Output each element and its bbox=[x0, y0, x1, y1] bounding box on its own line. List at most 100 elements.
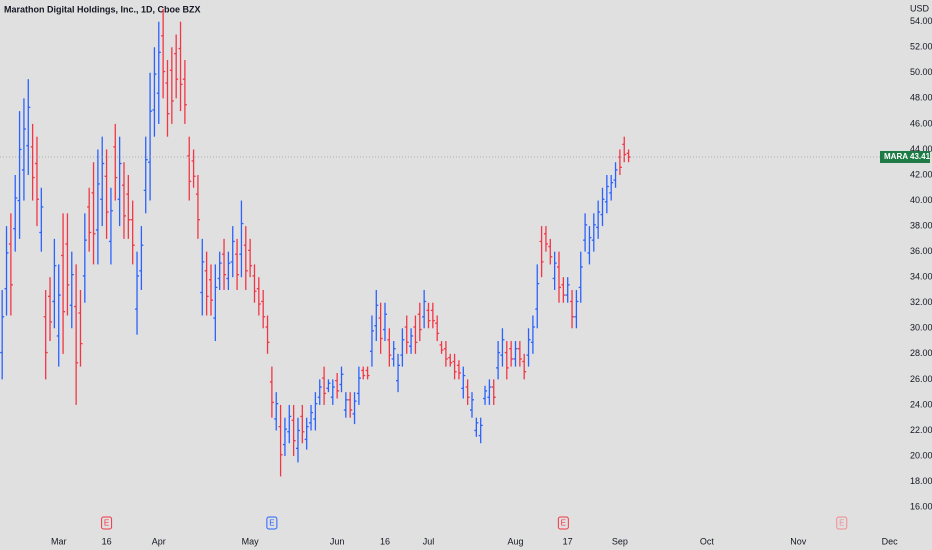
ohlc-bar bbox=[326, 379, 331, 393]
ohlc-bar bbox=[309, 404, 314, 431]
earnings-marker bbox=[836, 516, 848, 530]
ohlc-bar bbox=[578, 251, 583, 303]
ohlc-bar bbox=[191, 149, 196, 188]
x-tick-label: Dec bbox=[882, 536, 899, 546]
x-tick-label: Jun bbox=[330, 536, 345, 546]
ohlc-bar bbox=[174, 34, 179, 99]
ohlc-bar bbox=[317, 379, 322, 405]
ohlc-bar bbox=[343, 392, 348, 418]
y-tick-label: 40.00 bbox=[910, 195, 932, 205]
y-tick-label: 46.00 bbox=[910, 118, 932, 128]
y-tick-label: 24.00 bbox=[910, 399, 932, 409]
ohlc-bar bbox=[339, 366, 344, 393]
ohlc-bar bbox=[313, 392, 318, 431]
ohlc-bar bbox=[65, 213, 70, 316]
ohlc-bar bbox=[182, 60, 187, 124]
ohlc-bar bbox=[330, 379, 335, 405]
ohlc-bar bbox=[596, 200, 601, 239]
ohlc-bar bbox=[365, 366, 370, 380]
y-tick-label: 48.00 bbox=[910, 93, 932, 103]
ohlc-bar bbox=[261, 289, 266, 329]
ohlc-bar bbox=[200, 238, 205, 316]
y-tick-label: 18.00 bbox=[910, 476, 932, 486]
chart-title: Marathon Digital Holdings, Inc., 1D, Cbo… bbox=[4, 4, 201, 14]
ohlc-bar bbox=[530, 315, 535, 354]
ohlc-bar bbox=[443, 341, 448, 367]
ohlc-bar bbox=[100, 136, 105, 227]
ohlc-bar bbox=[121, 162, 126, 239]
y-tick-label: 26.00 bbox=[910, 374, 932, 384]
ohlc-bar bbox=[500, 328, 505, 367]
ohlc-bar bbox=[483, 385, 488, 405]
ohlc-bar bbox=[235, 238, 240, 290]
ohlc-bar bbox=[543, 226, 548, 252]
ohlc-bar bbox=[135, 251, 140, 335]
y-tick-label: 44.00 bbox=[910, 144, 932, 154]
y-tick-label: 38.00 bbox=[910, 220, 932, 230]
ohlc-bar bbox=[609, 175, 614, 201]
ohlc-bar bbox=[352, 392, 357, 425]
symbol-label: MARA bbox=[884, 152, 908, 161]
earnings-label: E bbox=[104, 519, 109, 528]
ohlc-bar bbox=[78, 289, 83, 367]
ohlc-bar bbox=[552, 251, 557, 290]
y-tick-label: 32.00 bbox=[910, 297, 932, 307]
ohlc-bar bbox=[295, 417, 300, 463]
ohlc-bar bbox=[4, 226, 9, 316]
x-tick-label: 16 bbox=[102, 536, 112, 546]
ohlc-bar bbox=[391, 341, 396, 367]
ohlc-bar bbox=[604, 175, 609, 214]
ohlc-bar bbox=[591, 213, 596, 252]
ohlc-bar bbox=[304, 417, 309, 450]
ohlc-bar bbox=[583, 213, 588, 252]
x-tick-label: Jul bbox=[423, 536, 435, 546]
y-tick-label: 22.00 bbox=[910, 425, 932, 435]
earnings-label: E bbox=[839, 519, 844, 528]
ohlc-bar bbox=[39, 187, 44, 252]
ohlc-bar bbox=[8, 213, 13, 316]
y-tick-label: 42.00 bbox=[910, 169, 932, 179]
y-tick-label: 30.00 bbox=[910, 323, 932, 333]
ohlc-bar bbox=[448, 353, 453, 367]
ohlc-bar bbox=[487, 379, 492, 405]
ohlc-bar bbox=[587, 226, 592, 265]
ohlc-bar bbox=[456, 360, 461, 380]
y-tick-label: 20.00 bbox=[910, 450, 932, 460]
y-tick-label: 52.00 bbox=[910, 42, 932, 52]
ohlc-bar bbox=[226, 251, 231, 290]
ohlc-bar bbox=[130, 200, 135, 265]
x-tick-label: Aug bbox=[507, 536, 523, 546]
earnings-marker bbox=[266, 516, 278, 530]
ohlc-bar bbox=[409, 328, 414, 354]
ohlc-bar bbox=[400, 328, 405, 367]
ohlc-bar bbox=[300, 404, 305, 444]
x-tick-label: 16 bbox=[380, 536, 390, 546]
x-tick-label: Apr bbox=[152, 536, 166, 546]
ohlc-bar bbox=[469, 392, 474, 418]
ohlc-bar bbox=[278, 404, 283, 477]
ohlc-bar bbox=[87, 187, 92, 252]
ohlc-bar bbox=[274, 392, 279, 431]
ohlc-bar bbox=[108, 187, 113, 265]
ohlc-bar bbox=[178, 21, 183, 112]
ohlc-bar bbox=[265, 315, 270, 354]
x-tick-label: Oct bbox=[700, 536, 715, 546]
y-tick-label: 34.00 bbox=[910, 272, 932, 282]
y-tick-label: 36.00 bbox=[910, 246, 932, 256]
ohlc-bar bbox=[382, 302, 387, 342]
ohlc-bar bbox=[243, 226, 248, 290]
ohlc-bar bbox=[248, 238, 253, 278]
ohlc-bar bbox=[387, 328, 392, 367]
ohlc-bar bbox=[435, 315, 440, 342]
ohlc-bar bbox=[61, 213, 66, 354]
ohlc-bar bbox=[91, 162, 96, 265]
ohlc-bar bbox=[565, 277, 570, 303]
ohlc-bar bbox=[26, 79, 31, 175]
ohlc-bar bbox=[396, 353, 401, 393]
ohlc-bar bbox=[82, 213, 87, 303]
ohlc-bar bbox=[269, 366, 274, 418]
y-tick-label: 54.00 bbox=[910, 16, 932, 26]
ohlc-bar bbox=[195, 175, 200, 239]
ohlc-bar bbox=[252, 264, 257, 303]
